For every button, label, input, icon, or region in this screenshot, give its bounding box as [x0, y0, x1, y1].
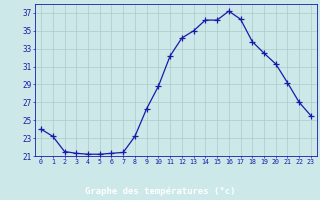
Text: Graphe des températures (°c): Graphe des températures (°c) — [85, 186, 235, 196]
